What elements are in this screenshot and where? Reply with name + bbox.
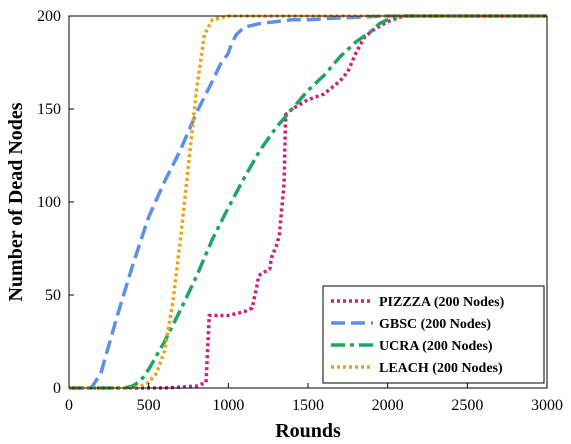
x-tick-label: 0 [65,397,73,414]
y-tick-label: 100 [37,194,61,211]
legend: PIZZZA (200 Nodes) GBSC (200 Nodes) UCRA (… [322,285,545,384]
x-tick-label: 500 [137,397,161,414]
y-tick-label: 50 [45,287,61,304]
x-tick-label: 1000 [212,397,244,414]
y-tick-label: 150 [37,101,61,118]
x-tick-label: 2500 [451,397,483,414]
x-tick-label: 2000 [372,397,404,414]
series-line-1 [69,14,547,390]
legend-box [322,285,545,384]
y-tick-label: 0 [53,380,61,397]
legend-label: UCRA (200 Nodes) [379,339,493,354]
x-tick-label: 3000 [531,397,563,414]
series-line-3 [69,14,547,390]
x-axis-label: Rounds [275,420,341,442]
series-line-4 [69,14,547,390]
series-line-2 [69,14,547,390]
x-tick-label: 1500 [292,397,324,414]
legend-label: GBSC (200 Nodes) [379,317,491,332]
axes: 0 500 1000 1500 2000 2500 3000 0 50 100 150 200 [37,8,563,414]
plot-area [69,14,547,390]
legend-label: LEACH (200 Nodes) [379,361,503,376]
legend-label: PIZZZA (200 Nodes) [379,295,505,310]
y-axis-label: Number of Dead Nodes [5,102,27,301]
y-tick-label: 200 [37,8,61,25]
